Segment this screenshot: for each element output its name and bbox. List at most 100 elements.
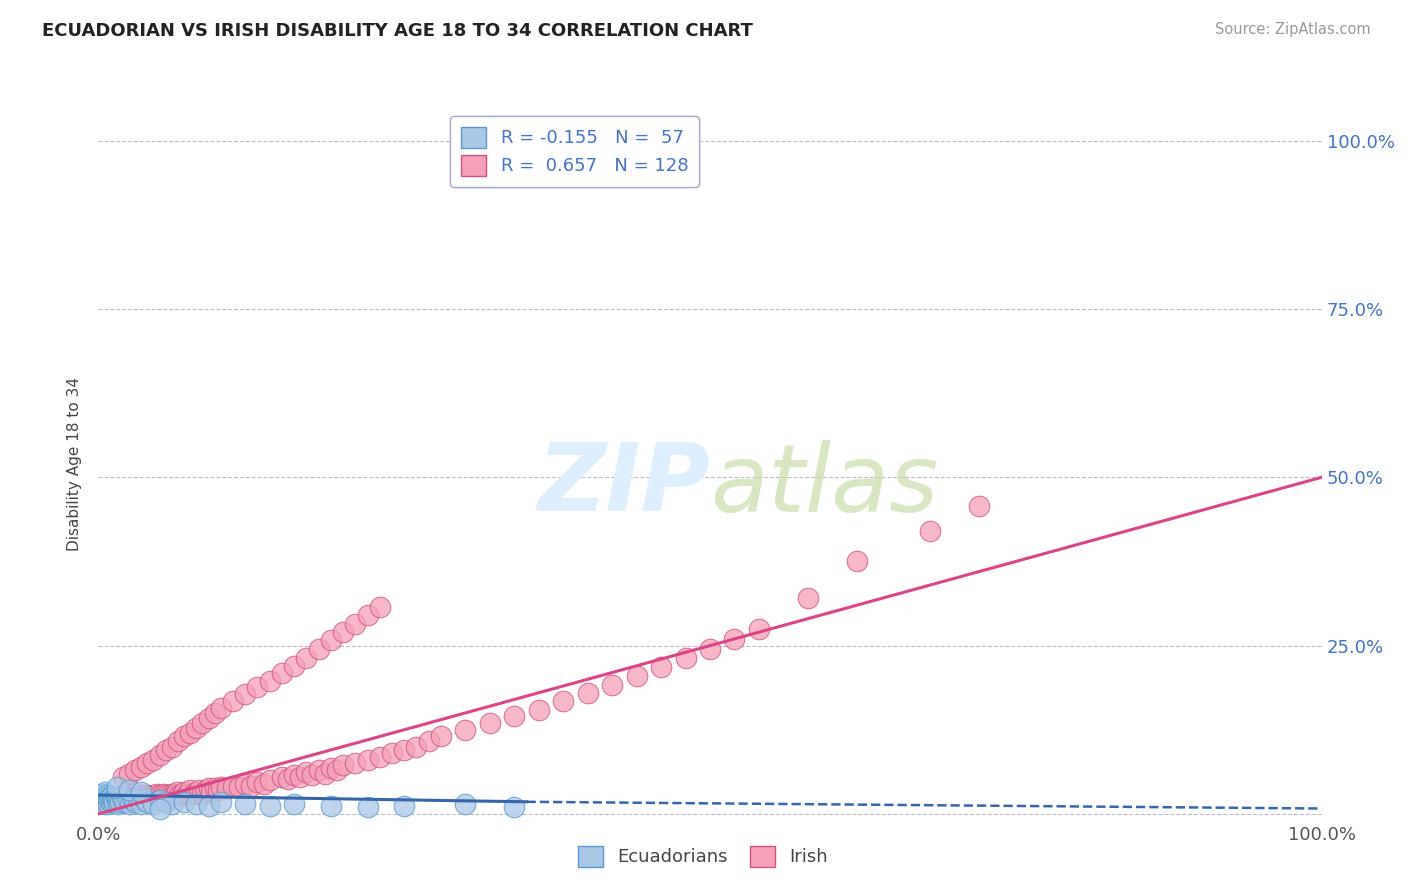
Point	[97, 797, 120, 811]
Point	[163, 788, 186, 802]
Point	[187, 783, 209, 797]
Point	[117, 792, 139, 806]
Point	[246, 681, 269, 695]
Point	[186, 721, 208, 735]
Point	[207, 783, 229, 797]
Text: ZIP: ZIP	[537, 439, 710, 532]
Point	[139, 790, 162, 805]
Point	[215, 781, 238, 796]
Point	[112, 790, 135, 805]
Point	[149, 747, 172, 762]
Point	[134, 793, 156, 807]
Point	[600, 678, 623, 692]
Point	[121, 793, 143, 807]
Point	[356, 800, 378, 814]
Point	[173, 795, 195, 809]
Point	[149, 788, 172, 802]
Point	[319, 633, 342, 648]
Point	[118, 766, 141, 780]
Point	[478, 716, 501, 731]
Point	[240, 779, 263, 793]
Point	[290, 770, 312, 784]
Point	[111, 770, 134, 784]
Point	[650, 660, 672, 674]
Point	[295, 650, 318, 665]
Point	[136, 795, 159, 809]
Point	[107, 790, 129, 805]
Point	[90, 790, 112, 805]
Point	[626, 669, 648, 683]
Point	[118, 790, 141, 805]
Point	[454, 797, 477, 811]
Point	[91, 787, 114, 801]
Point	[96, 788, 118, 802]
Point	[149, 801, 172, 815]
Point	[91, 792, 114, 806]
Point	[454, 723, 477, 737]
Point	[332, 758, 354, 772]
Point	[259, 798, 281, 813]
Point	[233, 797, 256, 811]
Text: ECUADORIAN VS IRISH DISABILITY AGE 18 TO 34 CORRELATION CHART: ECUADORIAN VS IRISH DISABILITY AGE 18 TO…	[42, 22, 754, 40]
Point	[576, 686, 599, 700]
Point	[675, 650, 697, 665]
Point	[108, 792, 131, 806]
Point	[176, 788, 198, 802]
Point	[222, 779, 245, 793]
Point	[173, 785, 195, 799]
Point	[101, 793, 124, 807]
Point	[134, 790, 156, 805]
Point	[129, 760, 152, 774]
Point	[127, 792, 149, 806]
Point	[142, 797, 165, 811]
Point	[173, 730, 195, 744]
Point	[344, 756, 367, 771]
Point	[121, 790, 143, 805]
Point	[89, 793, 111, 807]
Point	[723, 632, 745, 646]
Point	[197, 781, 219, 796]
Point	[314, 766, 336, 780]
Point	[308, 642, 330, 657]
Point	[114, 795, 136, 809]
Point	[153, 787, 176, 801]
Point	[553, 694, 575, 708]
Point	[98, 790, 121, 805]
Point	[93, 797, 115, 811]
Point	[105, 795, 128, 809]
Point	[122, 793, 145, 807]
Point	[283, 768, 305, 782]
Point	[156, 788, 179, 802]
Point	[183, 787, 205, 801]
Point	[96, 795, 118, 809]
Point	[105, 780, 128, 794]
Point	[186, 797, 208, 811]
Point	[392, 798, 416, 813]
Point	[94, 793, 117, 807]
Point	[392, 743, 416, 757]
Point	[301, 768, 323, 782]
Point	[222, 694, 245, 708]
Point	[111, 790, 134, 805]
Point	[129, 792, 152, 806]
Point	[209, 795, 232, 809]
Point	[91, 795, 114, 809]
Point	[356, 753, 378, 767]
Point	[233, 776, 256, 790]
Point	[259, 773, 281, 788]
Point	[111, 795, 134, 809]
Point	[120, 797, 142, 811]
Y-axis label: Disability Age 18 to 34: Disability Age 18 to 34	[67, 376, 83, 551]
Point	[503, 800, 526, 814]
Point	[124, 763, 146, 777]
Point	[155, 795, 177, 809]
Point	[845, 554, 868, 568]
Point	[167, 734, 190, 748]
Point	[97, 792, 120, 806]
Point	[149, 793, 172, 807]
Point	[179, 726, 201, 740]
Point	[127, 790, 149, 805]
Point	[160, 797, 183, 811]
Point	[356, 608, 378, 623]
Point	[204, 781, 226, 796]
